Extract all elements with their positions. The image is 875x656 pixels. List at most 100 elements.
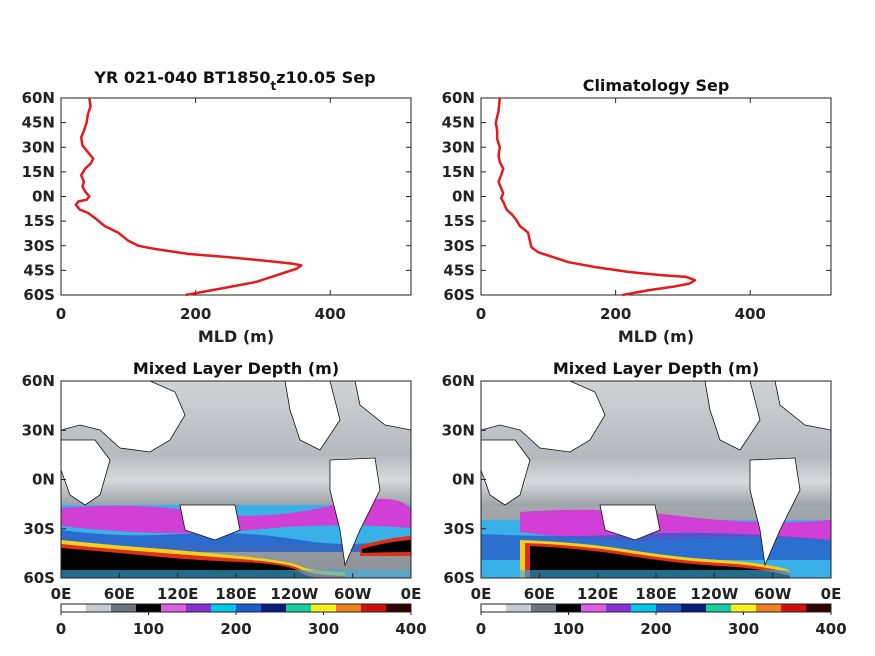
colorbar-swatch: [61, 604, 87, 612]
map-y-ticks-model: 60N 30N 0N 30S 60S: [22, 372, 66, 587]
y-tick-label: 30N: [22, 138, 55, 156]
x-ticks-climatology: 0 200 400: [476, 98, 766, 323]
map-x-tick-label: 60E: [104, 585, 135, 603]
y-tick-label: 45S: [443, 261, 475, 279]
y-tick-label: 45S: [23, 261, 55, 279]
map-field-climatology: [481, 381, 831, 578]
map-field-model: [61, 381, 411, 578]
colorbar-tick-label: 400: [395, 620, 426, 638]
map-y-tick-label: 0N: [32, 471, 55, 489]
x-tick-label: 400: [735, 305, 766, 323]
colorbar-climatology: 0 100 200 300 400: [476, 603, 847, 638]
y-tick-label: 15S: [443, 212, 475, 230]
plot-area-model: [60, 97, 412, 296]
y-tick-label: 15N: [22, 163, 55, 181]
map-x-tick-label: 60W: [334, 585, 372, 603]
plot-area-climatology: [480, 97, 832, 296]
x-ticks-model: 0 200 400: [56, 98, 346, 323]
y-tick-label: 0N: [32, 188, 55, 206]
x-axis-label-model: MLD (m): [198, 327, 274, 346]
x-tick-label: 200: [600, 305, 631, 323]
colorbar-swatch: [86, 604, 112, 612]
map-x-tick-label: 0E: [821, 585, 842, 603]
x-axis-label-climatology: MLD (m): [618, 327, 694, 346]
map-y-tick-label: 60N: [22, 372, 55, 390]
map-y-tick-label: 60S: [443, 569, 475, 587]
colorbar-swatch: [556, 604, 582, 612]
colorbar-swatch: [706, 604, 732, 612]
map-x-ticks-model: 0E 60E 120E 180E 120W 60W 0E: [51, 573, 422, 603]
colorbar-tick-label: 300: [728, 620, 759, 638]
colorbar-tick-label: 200: [640, 620, 671, 638]
colorbar-tick-label: 100: [553, 620, 584, 638]
y-tick-label: 60N: [442, 89, 475, 107]
y-tick-label: 45N: [442, 114, 475, 132]
map-y-tick-label: 30N: [22, 421, 55, 439]
colorbar-swatch: [506, 604, 532, 612]
colorbar-swatch: [481, 604, 507, 612]
map-x-ticks-climatology: 0E 60E 120E 180E 120W 60W 0E: [471, 573, 842, 603]
colorbar-swatch: [261, 604, 287, 612]
colorbar-swatch: [236, 604, 262, 612]
y-tick-label: 60S: [23, 286, 55, 304]
colorbar-tick-label: 300: [308, 620, 339, 638]
colorbar-swatch: [136, 604, 162, 612]
map-x-tick-label: 60W: [754, 585, 792, 603]
profile-chart-model: YR 021-040 BT1850tz10.05 Sep 60N 45N 30N 15…: [22, 68, 412, 346]
map-y-ticks-climatology: 60N 30N 0N 30S 60S: [442, 372, 486, 587]
colorbar-swatch: [161, 604, 187, 612]
map-x-tick-label: 0E: [401, 585, 422, 603]
map-x-tick-label: 120W: [690, 585, 738, 603]
colorbar-tick-label: 400: [815, 620, 846, 638]
colorbar-swatch: [311, 604, 337, 612]
chart-title-model: YR 021-040 BT1850tz10.05 Sep: [93, 68, 375, 93]
map-x-tick-label: 60E: [524, 585, 555, 603]
colorbar-swatch: [211, 604, 237, 612]
colorbar-swatch: [756, 604, 782, 612]
colorbar-swatch: [386, 604, 412, 612]
map-title-model: Mixed Layer Depth (m): [133, 359, 339, 378]
map-x-tick-label: 120W: [270, 585, 318, 603]
y-ticks-model: 60N 45N 30N 15N 0N 15S 30S 45S 60S: [22, 89, 411, 304]
x-tick-label: 400: [315, 305, 346, 323]
y-tick-label: 60N: [22, 89, 55, 107]
colorbar-tick-label: 200: [220, 620, 251, 638]
colorbar-swatch: [656, 604, 682, 612]
colorbar-model: 0 100 200 300 400: [56, 603, 427, 638]
colorbar-swatch: [781, 604, 807, 612]
colorbar-swatch: [581, 604, 607, 612]
map-x-tick-label: 180E: [215, 585, 257, 603]
y-ticks-climatology: 60N 45N 30N 15N 0N 15S 30S 45S 60S: [442, 89, 831, 304]
map-y-tick-label: 0N: [452, 471, 475, 489]
map-x-tick-label: 180E: [635, 585, 677, 603]
y-tick-label: 15N: [442, 163, 475, 181]
colorbar-swatch: [806, 604, 832, 612]
map-x-tick-label: 0E: [471, 585, 492, 603]
x-tick-label: 200: [180, 305, 211, 323]
y-tick-label: 30N: [442, 138, 475, 156]
colorbar-swatch: [186, 604, 212, 612]
map-y-tick-label: 30S: [23, 520, 55, 538]
colorbar-tick-label: 100: [133, 620, 164, 638]
y-tick-label: 15S: [23, 212, 55, 230]
map-y-tick-label: 30N: [442, 421, 475, 439]
map-x-tick-label: 120E: [157, 585, 199, 603]
colorbar-swatch: [731, 604, 757, 612]
colorbar-swatch: [286, 604, 312, 612]
colorbar-tick-label: 0: [476, 620, 486, 638]
y-tick-label: 30S: [23, 237, 55, 255]
y-tick-label: 0N: [452, 188, 475, 206]
colorbar-swatch: [531, 604, 557, 612]
y-tick-label: 45N: [22, 114, 55, 132]
map-title-climatology: Mixed Layer Depth (m): [553, 359, 759, 378]
map-x-tick-label: 120E: [577, 585, 619, 603]
colorbar-swatch: [361, 604, 387, 612]
colorbar-swatch: [111, 604, 137, 612]
mld-line-model: [74, 97, 303, 297]
chart-title-climatology: Climatology Sep: [583, 76, 730, 95]
map-x-tick-label: 0E: [51, 585, 72, 603]
map-y-tick-label: 60N: [442, 372, 475, 390]
